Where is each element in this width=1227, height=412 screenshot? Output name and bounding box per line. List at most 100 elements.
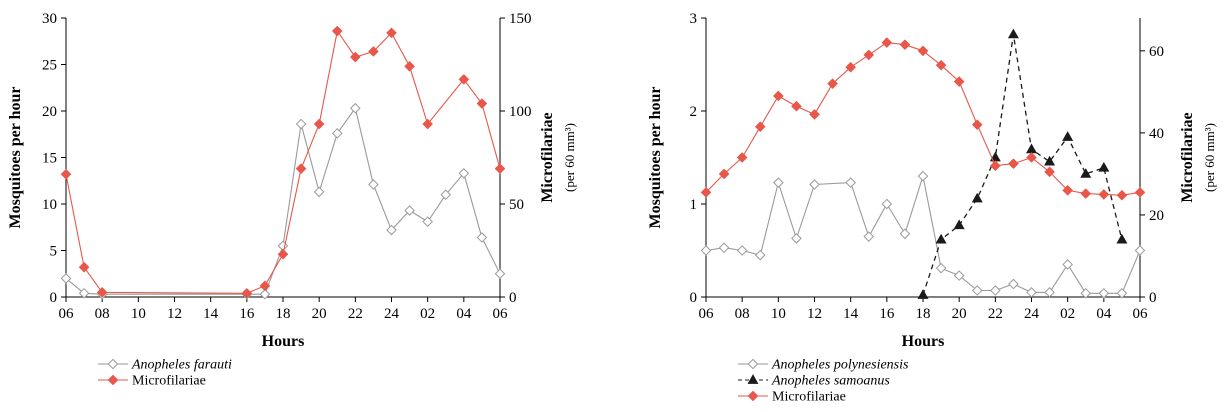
data-point: [404, 205, 415, 216]
data-point: [350, 102, 361, 114]
data-point: [259, 288, 271, 300]
data-point: [386, 27, 397, 39]
x-axis-title: Hours: [262, 333, 305, 350]
data-point: [1098, 189, 1110, 200]
data-point: [331, 128, 343, 139]
x-tick-label: 02: [1060, 306, 1075, 322]
data-point: [990, 285, 1001, 296]
data-point: [368, 46, 379, 57]
data-point: [754, 249, 766, 261]
data-point: [736, 152, 748, 163]
data-point: [1116, 287, 1128, 299]
data-point: [935, 233, 947, 244]
data-point: [494, 268, 506, 280]
data-point: [1026, 143, 1037, 154]
x-tick-label: 02: [420, 306, 435, 322]
data-point: [736, 245, 748, 256]
x-tick-label: 24: [1024, 306, 1040, 322]
legend-label-anopheles-samoanus: Anopheles samoanus: [771, 374, 890, 389]
x-tick-label: 18: [916, 306, 931, 322]
legend-marker: [747, 358, 759, 370]
data-point: [1098, 287, 1110, 299]
series-line-anopheles-farauti: [65, 106, 501, 295]
y-left-tick-label: 20: [42, 104, 57, 120]
series-microfilariae: [60, 25, 506, 299]
data-point: [1098, 161, 1110, 172]
y-right-axis-title: Microfilariae: [1179, 112, 1196, 202]
data-point: [96, 287, 108, 298]
data-point: [259, 280, 271, 292]
data-point: [881, 37, 893, 48]
data-point: [1116, 189, 1128, 201]
series-line-anopheles-polynesiensis: [705, 175, 1141, 294]
data-point: [917, 170, 929, 182]
data-point: [60, 168, 72, 180]
chart-anopheles-polynesiensis-samoanus: 06 08 10 12 14 16 18 20 22 24 02 04 0601230204060Hou…: [647, 11, 1217, 405]
data-point: [1044, 155, 1056, 166]
data-point: [718, 242, 730, 254]
series-anopheles-samoanus: [917, 28, 1128, 299]
data-point: [773, 90, 784, 102]
x-tick-label: 20: [312, 306, 327, 322]
data-point: [1062, 259, 1073, 270]
y-right-tick-label: 20: [1149, 208, 1164, 224]
x-tick-label: 22: [988, 306, 1003, 322]
y-right-tick-label: 40: [1149, 126, 1164, 142]
data-point: [1026, 287, 1037, 298]
data-point: [422, 118, 433, 130]
data-point: [1008, 278, 1019, 290]
data-point: [971, 192, 983, 203]
data-point: [953, 219, 965, 230]
data-point: [1008, 158, 1019, 169]
data-point: [791, 100, 802, 112]
data-point: [1062, 131, 1074, 141]
y-right-tick-label: 100: [509, 104, 532, 120]
data-point: [935, 262, 947, 274]
data-point: [1080, 168, 1092, 178]
data-point: [458, 74, 470, 85]
x-tick-label: 04: [456, 306, 472, 322]
data-point: [845, 177, 856, 188]
y-left-tick-label: 15: [42, 151, 57, 167]
data-point: [881, 198, 893, 210]
data-point: [1026, 152, 1037, 163]
x-tick-label: 24: [384, 306, 400, 322]
x-tick-label: 06: [493, 306, 509, 322]
y-left-tick-label: 2: [690, 104, 698, 120]
y-right-tick-label: 60: [1149, 44, 1164, 60]
data-point: [863, 49, 875, 61]
data-point: [241, 287, 253, 299]
y-left-tick-label: 0: [690, 290, 698, 306]
legend-label-anopheles-polynesiensis: Anopheles polynesiensis: [771, 358, 909, 373]
y-left-tick-label: 25: [42, 58, 57, 74]
data-point: [78, 287, 90, 299]
data-point: [458, 168, 470, 179]
series-microfilariae: [700, 37, 1146, 201]
x-tick-label: 08: [95, 306, 110, 322]
data-point: [295, 163, 307, 174]
data-point: [494, 163, 506, 174]
data-point: [935, 59, 947, 71]
data-point: [1080, 287, 1092, 299]
data-point: [773, 177, 784, 188]
x-tick-label: 18: [276, 306, 291, 322]
data-point: [700, 187, 712, 198]
series-anopheles-polynesiensis: [700, 170, 1146, 299]
y-right-axis-subtitle: (per 60 mm³): [1202, 123, 1217, 192]
data-point: [476, 232, 488, 243]
x-tick-label: 10: [771, 306, 786, 322]
data-point: [1062, 185, 1073, 196]
data-point: [899, 39, 911, 50]
y-left-tick-label: 0: [50, 290, 58, 306]
data-point: [791, 233, 802, 244]
data-point: [476, 98, 488, 109]
y-right-tick-label: 150: [509, 11, 532, 27]
x-tick-label: 20: [952, 306, 967, 322]
legend-label-anopheles-farauti: Anopheles farauti: [131, 358, 232, 373]
data-point: [1134, 187, 1146, 198]
y-left-tick-label: 3: [690, 11, 698, 27]
data-point: [953, 270, 965, 281]
data-point: [313, 186, 325, 198]
data-point: [1134, 245, 1146, 256]
legend-marker: [107, 358, 119, 370]
